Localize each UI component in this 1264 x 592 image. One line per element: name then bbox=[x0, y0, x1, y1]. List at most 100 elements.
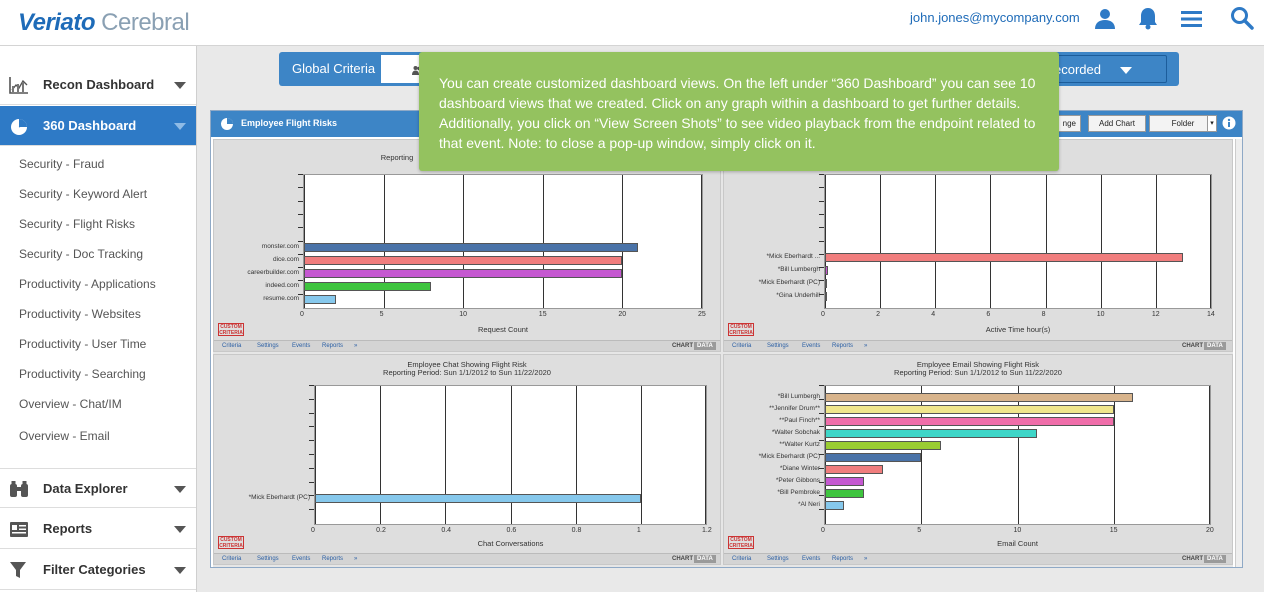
global-criteria-label: Global Criteria bbox=[292, 61, 376, 76]
gridline bbox=[880, 175, 882, 308]
sidebar-reports[interactable]: Reports bbox=[0, 509, 196, 549]
chart-bar[interactable] bbox=[825, 501, 845, 510]
criteria-link[interactable]: Criteria bbox=[222, 343, 242, 349]
sidebar-item-productivity-searching[interactable]: Productivity - Searching bbox=[19, 367, 146, 381]
y-tick-mark bbox=[298, 267, 303, 269]
events-link[interactable]: Events bbox=[292, 556, 311, 562]
chart-bar[interactable] bbox=[825, 441, 941, 450]
sidebar-filter-categories[interactable]: Filter Categories bbox=[0, 550, 196, 590]
x-tick-label: 0 bbox=[311, 527, 315, 534]
chart-bar[interactable] bbox=[825, 489, 864, 498]
x-tick-label: 0 bbox=[821, 527, 825, 534]
more-link[interactable]: » bbox=[864, 343, 868, 349]
chart-bar[interactable] bbox=[304, 256, 623, 265]
data-tab[interactable]: DATA bbox=[694, 555, 716, 563]
chart-panel-email[interactable]: Employee Email Showing Flight Risk Repor… bbox=[723, 354, 1233, 565]
gridline bbox=[575, 386, 577, 524]
more-link[interactable]: » bbox=[864, 556, 868, 562]
reports-link[interactable]: Reports bbox=[322, 556, 344, 562]
help-tooltip-popup[interactable]: You can create customized dashboard view… bbox=[419, 52, 1059, 171]
chart-plot-area[interactable] bbox=[824, 385, 1211, 525]
chart-bar[interactable] bbox=[825, 405, 1114, 414]
criteria-link[interactable]: Criteria bbox=[732, 556, 752, 562]
events-link[interactable]: Events bbox=[802, 343, 821, 349]
reports-link[interactable]: Reports bbox=[832, 343, 854, 349]
data-tab[interactable]: DATA bbox=[1204, 342, 1226, 350]
more-link[interactable]: » bbox=[354, 343, 358, 349]
chart-bar[interactable] bbox=[304, 243, 639, 252]
more-link[interactable]: » bbox=[354, 556, 358, 562]
sidebar-item-productivity-websites[interactable]: Productivity - Websites bbox=[19, 307, 141, 321]
chart-bar[interactable] bbox=[304, 295, 336, 304]
search-icon[interactable] bbox=[1230, 6, 1254, 30]
settings-link[interactable]: Settings bbox=[767, 556, 789, 562]
x-tick-label: 1.2 bbox=[702, 527, 712, 534]
settings-link[interactable]: Settings bbox=[257, 343, 279, 349]
user-email-link[interactable]: john.jones@mycompany.com bbox=[910, 10, 1080, 25]
settings-link[interactable]: Settings bbox=[767, 343, 789, 349]
chart-tab[interactable]: CHART bbox=[672, 343, 693, 349]
chart-bar[interactable] bbox=[825, 429, 1037, 438]
sidebar-item-productivity-user-time[interactable]: Productivity - User Time bbox=[19, 337, 147, 351]
sidebar-item-productivity-applications[interactable]: Productivity - Applications bbox=[19, 277, 156, 291]
chart-bar[interactable] bbox=[825, 417, 1114, 426]
recorded-dropdown[interactable]: ecorded bbox=[1039, 55, 1167, 83]
chart-bar[interactable] bbox=[825, 465, 883, 474]
chart-bar[interactable] bbox=[304, 282, 432, 291]
gridline bbox=[1155, 175, 1157, 308]
sidebar-data-explorer[interactable]: Data Explorer bbox=[0, 468, 196, 508]
chart-plot-area[interactable] bbox=[314, 385, 707, 525]
reports-link[interactable]: Reports bbox=[322, 343, 344, 349]
sidebar-item-overview-email[interactable]: Overview - Email bbox=[19, 429, 110, 443]
chart-bar[interactable] bbox=[825, 453, 922, 462]
chevron-down-icon bbox=[174, 567, 186, 574]
events-link[interactable]: Events bbox=[802, 556, 821, 562]
chart-bar[interactable] bbox=[315, 494, 641, 503]
events-link[interactable]: Events bbox=[292, 343, 311, 349]
chart-bar[interactable] bbox=[304, 269, 623, 278]
gridline bbox=[640, 386, 642, 524]
chart-plot-area[interactable] bbox=[303, 174, 703, 309]
x-tick-label: 0 bbox=[300, 311, 304, 318]
chart-panel-active-time[interactable]: Active Time hour(s) CUSTOM CRITERIA Crite… bbox=[723, 139, 1233, 352]
criteria-link[interactable]: Criteria bbox=[222, 556, 242, 562]
bell-icon[interactable] bbox=[1137, 6, 1159, 30]
chart-tab[interactable]: CHART bbox=[672, 556, 693, 562]
chart-bar[interactable] bbox=[825, 266, 828, 275]
chart-bar[interactable] bbox=[825, 477, 864, 486]
chart-tab[interactable]: CHART bbox=[1182, 343, 1203, 349]
chart-x-axis-label: Email Count bbox=[997, 539, 1038, 548]
sidebar-item-security-fraud[interactable]: Security - Fraud bbox=[19, 157, 105, 171]
chart-panel-websites[interactable]: Reporting Request Count CUSTOM CRITERIA C… bbox=[213, 139, 721, 352]
data-tab[interactable]: DATA bbox=[694, 342, 716, 350]
reports-link[interactable]: Reports bbox=[832, 556, 854, 562]
sidebar-360-dashboard[interactable]: 360 Dashboard bbox=[0, 106, 196, 146]
info-icon[interactable] bbox=[1222, 116, 1236, 130]
chart-bar[interactable] bbox=[825, 393, 1133, 402]
data-tab[interactable]: DATA bbox=[1204, 555, 1226, 563]
chart-bar[interactable] bbox=[825, 292, 827, 301]
sidebar-item-overview-chat[interactable]: Overview - Chat/IM bbox=[19, 397, 122, 411]
gridline bbox=[705, 386, 706, 524]
chart-bar[interactable] bbox=[825, 279, 827, 288]
chart-plot-area[interactable] bbox=[824, 174, 1212, 309]
y-tick-mark bbox=[298, 253, 303, 255]
logo[interactable]: Veriato Cerebral bbox=[18, 9, 190, 36]
gridline bbox=[1113, 386, 1115, 524]
sidebar-item-security-doc-tracking[interactable]: Security - Doc Tracking bbox=[19, 247, 144, 261]
folder-dropdown[interactable]: Folder ▾ bbox=[1149, 115, 1217, 132]
menu-icon[interactable] bbox=[1181, 10, 1202, 28]
sidebar-item-security-keyword-alert[interactable]: Security - Keyword Alert bbox=[19, 187, 148, 201]
user-icon[interactable] bbox=[1093, 6, 1117, 30]
sidebar-recon-dashboard[interactable]: Recon Dashboard bbox=[0, 65, 196, 105]
chart-bar[interactable] bbox=[825, 253, 1184, 262]
add-chart-button[interactable]: Add Chart bbox=[1088, 115, 1146, 132]
criteria-user-selector[interactable] bbox=[381, 55, 421, 83]
chart-tab[interactable]: CHART bbox=[1182, 556, 1203, 562]
chart-panel-chat[interactable]: Employee Chat Showing Flight Risk Report… bbox=[213, 354, 721, 565]
y-tick-mark bbox=[298, 240, 303, 242]
dashboard-scrollbar[interactable] bbox=[1235, 139, 1242, 567]
sidebar-item-security-flight-risks[interactable]: Security - Flight Risks bbox=[19, 217, 136, 231]
criteria-link[interactable]: Criteria bbox=[732, 343, 752, 349]
settings-link[interactable]: Settings bbox=[257, 556, 279, 562]
